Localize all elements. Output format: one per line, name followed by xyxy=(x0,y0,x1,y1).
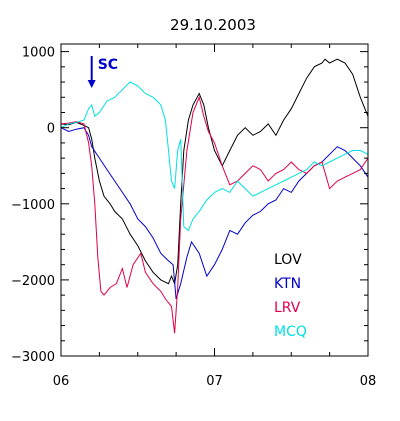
legend-layer: LOV KTN LRV MCQ xyxy=(274,252,307,340)
y-tick-label: −1000 xyxy=(11,198,55,213)
legend-label-lov: LOV xyxy=(274,252,302,268)
annotation-layer: SC xyxy=(87,56,118,88)
y-tick-label: 0 xyxy=(47,122,55,137)
x-tick-label: 08 xyxy=(360,374,377,389)
axis-layer: 1000 0 −1000 −2000 −3000 06 07 08 xyxy=(11,44,376,389)
chart-title: 29.10.2003 xyxy=(170,16,256,34)
sc-label: SC xyxy=(98,57,118,73)
y-tick-label: −3000 xyxy=(11,350,55,365)
series-line-ktn xyxy=(60,127,369,300)
series-line-lov xyxy=(60,58,369,286)
x-tick-label: 07 xyxy=(206,374,223,389)
x-tick-label: 06 xyxy=(53,374,70,389)
y-tick-label: 1000 xyxy=(22,46,55,61)
series-layer xyxy=(60,58,369,334)
series-line-mcq xyxy=(60,81,369,232)
sc-arrow-head xyxy=(87,80,96,88)
series-line-lrv xyxy=(60,95,369,334)
y-tick-label: −2000 xyxy=(11,274,55,289)
legend-label-ktn: KTN xyxy=(274,276,301,292)
legend-label-mcq: MCQ xyxy=(274,324,307,340)
legend-label-lrv: LRV xyxy=(274,300,301,316)
